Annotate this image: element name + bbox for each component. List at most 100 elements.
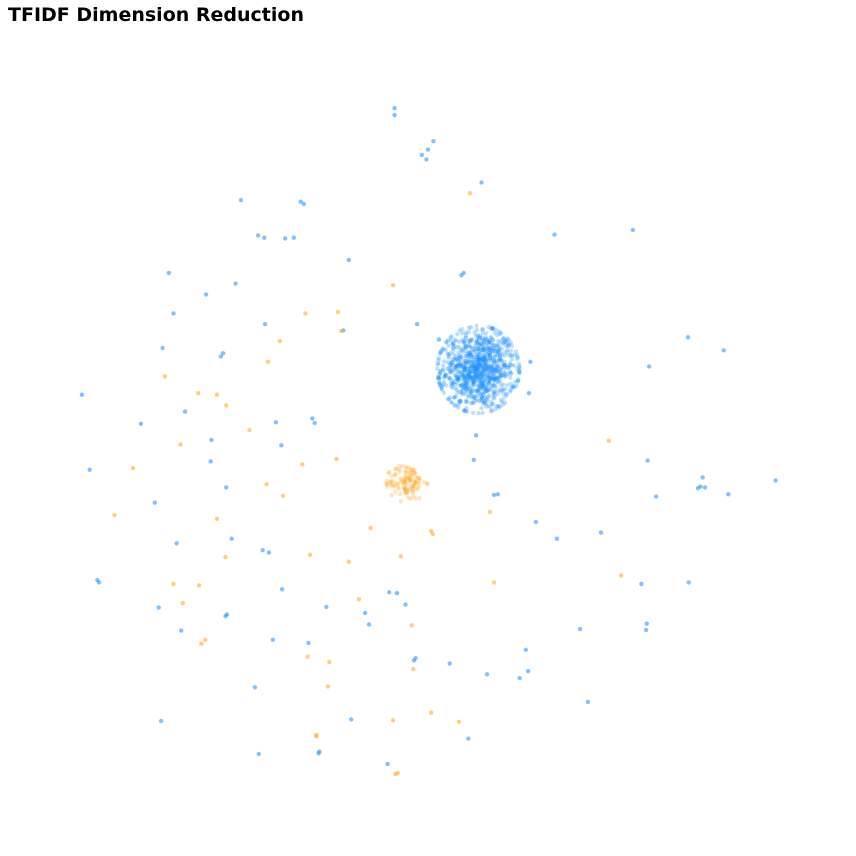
- scatter-point: [451, 352, 456, 357]
- scatter-point: [472, 374, 478, 379]
- scatter-point: [460, 337, 465, 343]
- scatter-point: [497, 329, 502, 334]
- scatter-point: [474, 375, 479, 380]
- scatter-point: [410, 467, 416, 472]
- scatter-point: [385, 761, 390, 767]
- scatter-point: [404, 487, 409, 492]
- scatter-point: [463, 385, 469, 390]
- scatter-point: [171, 311, 176, 316]
- scatter-point: [490, 326, 496, 331]
- scatter-point: [487, 509, 493, 515]
- scatter-point: [492, 389, 497, 394]
- scatter-point: [417, 478, 422, 484]
- scatter-point: [401, 485, 406, 490]
- scatter-point: [685, 335, 691, 340]
- scatter-point: [496, 375, 501, 381]
- scatter-point: [492, 371, 497, 377]
- scatter-point: [473, 370, 478, 375]
- scatter-point: [494, 343, 500, 348]
- scatter-point: [452, 367, 457, 373]
- scatter-point: [256, 751, 261, 757]
- scatter-point: [475, 359, 480, 365]
- scatter-point: [266, 550, 272, 555]
- scatter-point: [466, 384, 472, 389]
- scatter-point: [405, 474, 411, 480]
- scatter-point: [489, 347, 494, 353]
- scatter-point: [467, 374, 472, 379]
- scatter-point: [502, 373, 507, 378]
- scatter-point: [476, 352, 482, 357]
- scatter-point: [481, 380, 486, 386]
- scatter-point: [481, 401, 487, 406]
- scatter-point: [464, 398, 469, 403]
- scatter-point: [503, 387, 508, 392]
- scatter-point: [479, 372, 485, 377]
- scatter-point: [489, 401, 495, 407]
- scatter-point: [461, 378, 466, 383]
- scatter-point: [264, 482, 269, 487]
- scatter-point: [478, 376, 483, 381]
- scatter-point: [436, 361, 441, 366]
- scatter-point: [468, 338, 473, 343]
- scatter-point: [480, 331, 486, 336]
- scatter-point: [508, 353, 513, 358]
- scatter-point: [393, 473, 398, 478]
- scatter-point: [523, 647, 528, 652]
- scatter-point: [598, 530, 604, 535]
- scatter-point: [462, 366, 467, 372]
- scatter-point: [451, 363, 456, 368]
- scatter-point: [474, 327, 480, 333]
- scatter-point: [482, 391, 487, 396]
- scatter-point: [478, 398, 483, 403]
- scatter-point: [476, 356, 482, 361]
- scatter-point: [502, 353, 508, 358]
- scatter-point: [643, 627, 649, 633]
- scatter-point: [493, 377, 498, 382]
- scatter-point: [484, 358, 489, 363]
- scatter-point: [496, 380, 501, 385]
- scatter-point: [483, 385, 488, 390]
- scatter-point: [486, 378, 492, 383]
- scatter-point: [466, 342, 472, 347]
- scatter-point: [481, 345, 486, 350]
- scatter-point: [439, 348, 444, 353]
- scatter-point: [458, 400, 463, 405]
- scatter-point: [645, 458, 650, 463]
- scatter-point: [305, 654, 310, 659]
- scatter-point: [394, 590, 400, 596]
- scatter-point: [489, 372, 494, 377]
- scatter-point: [470, 354, 476, 360]
- scatter-point: [456, 375, 461, 380]
- scatter-point: [468, 369, 473, 374]
- scatter-point: [478, 352, 483, 357]
- scatter-point: [491, 347, 497, 352]
- scatter-point: [481, 378, 487, 383]
- scatter-point: [493, 376, 499, 381]
- scatter-point: [463, 345, 469, 350]
- scatter-point: [472, 363, 478, 369]
- scatter-point: [492, 377, 497, 383]
- scatter-point: [437, 369, 443, 375]
- scatter-point: [196, 583, 202, 588]
- scatter-point: [412, 482, 417, 487]
- scatter-point: [270, 637, 275, 642]
- scatter-point: [479, 380, 484, 385]
- scatter-point: [491, 358, 497, 363]
- scatter-point: [490, 326, 495, 331]
- scatter-point: [480, 399, 485, 404]
- scatter-point: [291, 235, 296, 240]
- scatter-point: [471, 379, 476, 384]
- scatter-point: [438, 349, 444, 354]
- scatter-point: [462, 385, 467, 390]
- scatter-point: [463, 348, 468, 353]
- scatter-point: [490, 337, 495, 343]
- scatter-point: [468, 357, 474, 362]
- scatter-point: [466, 325, 471, 330]
- scatter-point: [480, 357, 486, 362]
- scatter-point: [454, 364, 460, 369]
- scatter-point: [454, 363, 460, 369]
- scatter-point: [467, 353, 473, 358]
- scatter-point: [182, 409, 188, 414]
- scatter-point: [410, 484, 416, 489]
